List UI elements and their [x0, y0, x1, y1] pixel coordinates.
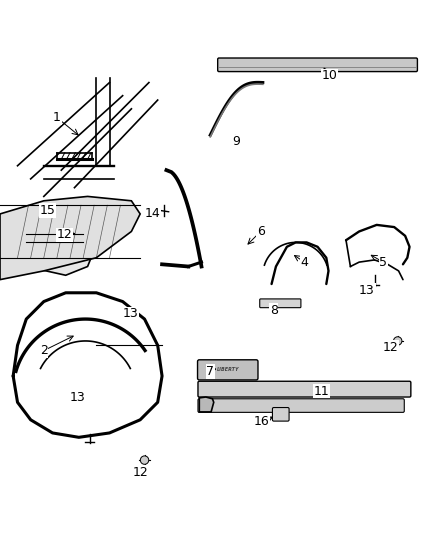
FancyBboxPatch shape: [218, 58, 417, 71]
Text: 13: 13: [359, 284, 375, 297]
Text: 5: 5: [379, 256, 387, 269]
Text: 6: 6: [257, 225, 265, 238]
Text: 8: 8: [270, 304, 278, 317]
FancyBboxPatch shape: [198, 399, 404, 413]
Text: 9: 9: [233, 135, 240, 148]
Polygon shape: [0, 197, 140, 280]
Circle shape: [64, 229, 73, 237]
Text: 11: 11: [314, 385, 330, 398]
Text: 12: 12: [132, 466, 148, 479]
Text: 10: 10: [321, 69, 337, 83]
Text: 16: 16: [254, 416, 270, 429]
Text: 7: 7: [206, 365, 214, 378]
Text: 13: 13: [123, 308, 138, 320]
Text: 4: 4: [300, 256, 308, 269]
FancyBboxPatch shape: [198, 381, 411, 397]
Circle shape: [393, 337, 402, 345]
Text: 14: 14: [145, 207, 160, 221]
Polygon shape: [199, 397, 214, 412]
Text: 2: 2: [40, 344, 48, 357]
FancyBboxPatch shape: [260, 299, 301, 308]
Text: 13: 13: [70, 391, 86, 405]
Circle shape: [140, 456, 149, 464]
Text: 12: 12: [383, 341, 399, 353]
Polygon shape: [13, 214, 96, 275]
Text: LIBERTY: LIBERTY: [216, 367, 239, 373]
Text: 15: 15: [39, 204, 55, 217]
Text: 1: 1: [53, 111, 61, 124]
FancyBboxPatch shape: [198, 360, 258, 380]
Text: 12: 12: [57, 229, 73, 241]
FancyBboxPatch shape: [272, 408, 289, 421]
